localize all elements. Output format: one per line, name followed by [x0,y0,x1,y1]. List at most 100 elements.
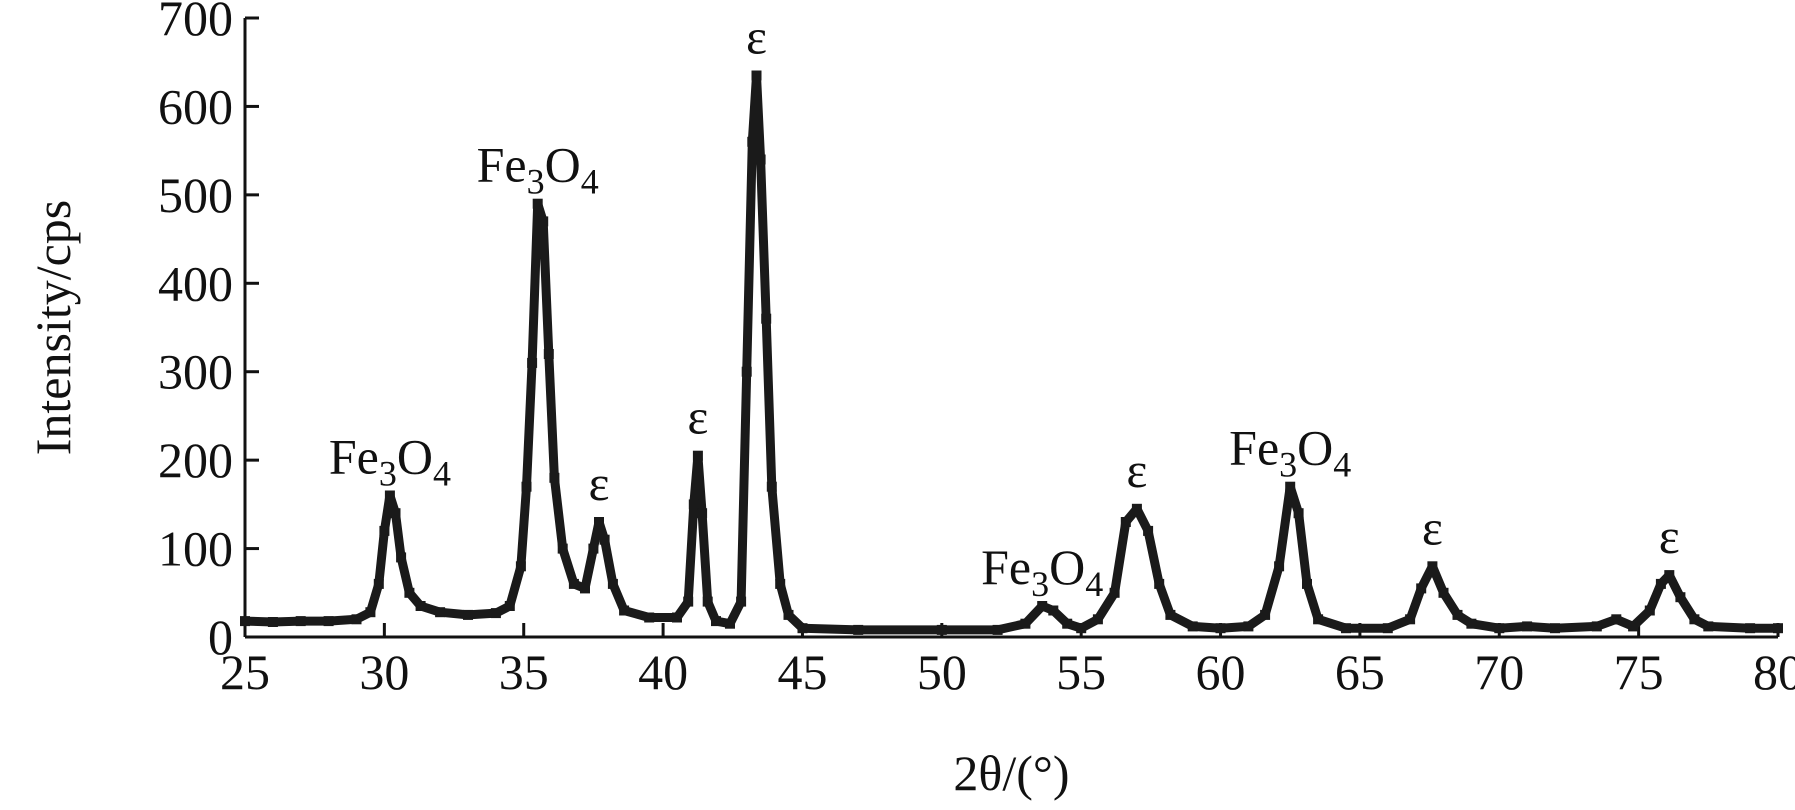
data-point [463,609,473,620]
data-point [1154,578,1165,589]
data-point [267,617,278,627]
data-point [1037,601,1048,611]
data-point [373,578,384,589]
data-point [580,583,590,594]
data-point [1703,621,1714,632]
data-point [379,525,390,536]
epsilon-peak-label: ε [687,389,708,445]
y-tick-label: 0 [208,609,233,665]
data-point [527,357,538,368]
x-tick-label: 70 [1474,644,1524,700]
data-point [697,508,708,519]
data-point [323,616,334,627]
data-point [783,609,794,620]
data-point [1274,561,1285,572]
data-point [396,552,407,563]
x-axis-title: 2θ/(°) [953,745,1069,801]
data-point [1628,621,1639,632]
data-point [415,601,426,611]
data-point [797,623,808,634]
data-point [1187,621,1198,632]
epsilon-peak-label: ε [746,8,767,64]
data-point [1494,623,1505,634]
data-point [683,596,694,607]
data-point [741,366,752,377]
x-tick-label: 75 [1614,644,1664,700]
data-point [568,578,579,589]
y-tick-label: 600 [158,78,233,134]
x-tick-label: 45 [777,644,827,700]
data-point [1416,583,1427,594]
data-point [766,481,777,492]
data-point [1143,525,1154,536]
data-point [557,543,568,554]
data-point [1131,503,1142,514]
data-point [532,198,543,209]
data-point [607,578,618,589]
data-point [1020,618,1031,629]
epsilon-peak-label: ε [588,455,609,511]
data-point [404,587,415,598]
data-point [992,624,1003,635]
data-point [1215,623,1226,634]
data-point [1062,618,1073,629]
data-point [736,596,747,607]
data-point [1655,578,1666,589]
data-point [390,508,401,519]
data-point [1313,614,1324,625]
data-point [384,490,395,501]
peak-annotations: Fe3O4 Fe3O4 ε ε ε Fe3O4 ε Fe3O4 ε ε [329,8,1680,604]
y-tick-label: 200 [158,432,233,488]
data-point [1664,570,1675,581]
x-tick-label: 30 [359,644,409,700]
data-point [1120,517,1131,527]
fe3o4-peak-label: Fe3O4 [477,137,599,202]
x-tick-label: 60 [1196,644,1246,700]
data-point [1048,605,1059,616]
data-point [594,517,604,527]
fe3o4-peak-label: Fe3O4 [1229,420,1351,485]
data-point [1522,621,1533,632]
data-point [755,154,766,165]
data-point [1092,614,1103,625]
data-point [543,349,554,359]
y-tick-label: 100 [158,521,233,577]
data-point [751,70,762,81]
data-point [1243,621,1254,632]
data-point [644,612,655,623]
data-point [725,618,735,629]
epsilon-peak-label: ε [1659,508,1680,564]
data-point [521,481,532,492]
data-point [1611,614,1622,625]
axes: 25 30 35 40 45 50 55 60 65 70 75 80 0 100 200 300 400 500… [158,0,1795,700]
data-point [1341,623,1351,634]
data-point [295,616,306,627]
data-point [1405,614,1416,625]
data-point [1293,508,1304,519]
epsilon-peak-label: ε [1126,442,1147,498]
data-point [1745,623,1756,634]
data-point [1109,587,1120,598]
data-point [761,313,772,324]
y-tick-label: 400 [158,255,233,311]
fe3o4-peak-label: Fe3O4 [329,429,451,494]
x-tick-label: 65 [1335,644,1385,700]
data-point [619,605,630,616]
epsilon-peak-label: ε [1422,499,1443,555]
data-point [1675,592,1686,603]
data-point [1773,623,1783,634]
data-point [599,534,610,545]
data-point [692,450,703,461]
data-point [1302,578,1312,589]
data-point [1427,561,1438,572]
x-tick-label: 25 [220,644,270,700]
data-point [240,616,250,627]
data-point [549,472,560,483]
data-point [775,578,786,589]
y-tick-label: 300 [158,344,233,400]
data-point [853,624,864,635]
data-point [688,499,699,510]
intensity-trace-layer [240,70,1783,635]
x-tick-label: 35 [499,644,549,700]
fe3o4-peak-label: Fe3O4 [981,539,1103,604]
